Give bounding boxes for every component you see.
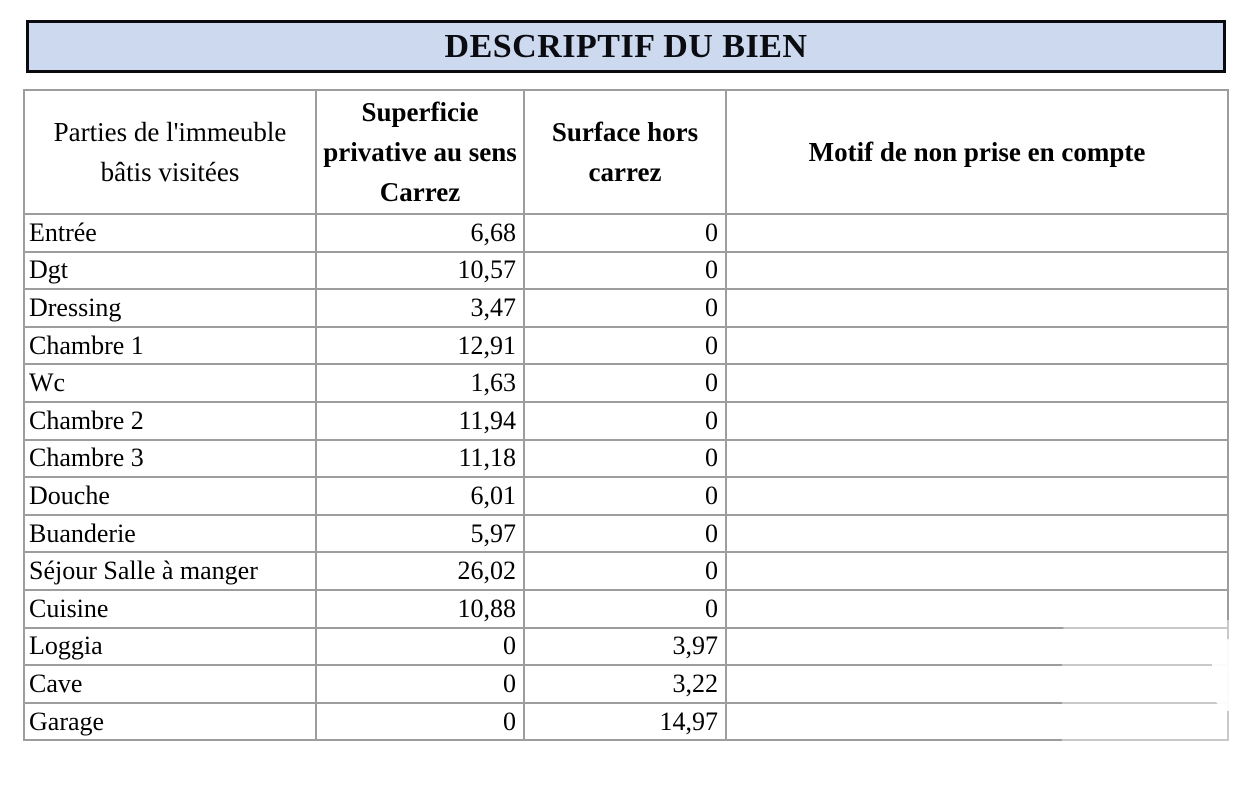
col-header-superficie-carrez: Superficie privative au sens Carrez (315, 89, 525, 215)
cell-partie: Chambre 3 (23, 438, 317, 479)
cell-motif (725, 626, 1229, 667)
table-row: Chambre 2 11,94 0 (23, 400, 1229, 441)
cell-surface-hors-carrez: 3,97 (523, 626, 727, 667)
cell-surface-hors-carrez: 0 (523, 588, 727, 629)
cell-surface-hors-carrez: 0 (523, 438, 727, 479)
cell-surface-hors-carrez: 0 (523, 363, 727, 403)
cell-superficie-carrez: 5,97 (315, 513, 525, 554)
cell-surface-hors-carrez: 0 (523, 325, 727, 366)
cell-partie: Wc (23, 363, 317, 403)
cell-superficie-carrez: 0 (315, 701, 525, 742)
table-row: Dgt 10,57 0 (23, 250, 1229, 291)
cell-motif (725, 513, 1229, 554)
cell-motif (725, 363, 1229, 403)
cell-motif (725, 250, 1229, 291)
col-header-motif: Motif de non prise en compte (725, 89, 1229, 215)
cell-superficie-carrez: 6,68 (315, 213, 525, 253)
cell-motif (725, 701, 1229, 742)
cell-partie: Buanderie (23, 513, 317, 554)
cell-partie: Cave (23, 664, 317, 704)
cell-motif (725, 588, 1229, 629)
cell-superficie-carrez: 3,47 (315, 288, 525, 328)
cell-superficie-carrez: 10,88 (315, 588, 525, 629)
cell-superficie-carrez: 11,18 (315, 438, 525, 479)
table-row: Buanderie 5,97 0 (23, 513, 1229, 554)
table-row: Séjour Salle à manger 26,02 0 (23, 551, 1229, 591)
cell-surface-hors-carrez: 0 (523, 551, 727, 591)
cell-surface-hors-carrez: 0 (523, 288, 727, 328)
cell-superficie-carrez: 0 (315, 626, 525, 667)
col-header-parties-visitees: Parties de l'immeuble bâtis visitées (23, 89, 317, 215)
cell-surface-hors-carrez: 14,97 (523, 701, 727, 742)
cell-partie: Douche (23, 476, 317, 516)
cell-motif (725, 551, 1229, 591)
document-title-banner: DESCRIPTIF DU BIEN (26, 20, 1226, 73)
cell-motif (725, 476, 1229, 516)
cell-superficie-carrez: 6,01 (315, 476, 525, 516)
cell-surface-hors-carrez: 0 (523, 250, 727, 291)
cell-partie: Cuisine (23, 588, 317, 629)
cell-motif (725, 213, 1229, 253)
cell-superficie-carrez: 11,94 (315, 400, 525, 441)
cell-surface-hors-carrez: 0 (523, 400, 727, 441)
table-row: Cuisine 10,88 0 (23, 588, 1229, 629)
cell-partie: Garage (23, 701, 317, 742)
table-row: Garage 0 14,97 (23, 701, 1229, 742)
cell-surface-hors-carrez: 0 (523, 213, 727, 253)
cell-partie: Dressing (23, 288, 317, 328)
table-row: Loggia 0 3,97 (23, 626, 1229, 667)
cell-motif (725, 325, 1229, 366)
table-header-row: Parties de l'immeuble bâtis visitées Sup… (23, 89, 1229, 215)
cell-surface-hors-carrez: 3,22 (523, 664, 727, 704)
col-header-surface-hors-carrez: Surface hors carrez (523, 89, 727, 215)
cell-motif (725, 664, 1229, 704)
cell-superficie-carrez: 0 (315, 664, 525, 704)
cell-motif (725, 400, 1229, 441)
table-row: Wc 1,63 0 (23, 363, 1229, 403)
cell-surface-hors-carrez: 0 (523, 513, 727, 554)
cell-partie: Séjour Salle à manger (23, 551, 317, 591)
document-title: DESCRIPTIF DU BIEN (444, 27, 808, 65)
cell-surface-hors-carrez: 0 (523, 476, 727, 516)
cell-motif (725, 288, 1229, 328)
cell-partie: Dgt (23, 250, 317, 291)
table-row: Entrée 6,68 0 (23, 213, 1229, 253)
cell-superficie-carrez: 26,02 (315, 551, 525, 591)
cell-motif (725, 438, 1229, 479)
cell-superficie-carrez: 10,57 (315, 250, 525, 291)
property-surfaces-table: Parties de l'immeuble bâtis visitées Sup… (23, 89, 1229, 742)
table-row: Chambre 1 12,91 0 (23, 325, 1229, 366)
table-row: Dressing 3,47 0 (23, 288, 1229, 328)
table-body: Entrée 6,68 0 Dgt 10,57 0 Dressing 3,47 0 Chambre… (23, 213, 1229, 742)
table-row: Chambre 3 11,18 0 (23, 438, 1229, 479)
cell-superficie-carrez: 12,91 (315, 325, 525, 366)
table-row: Douche 6,01 0 (23, 476, 1229, 516)
cell-superficie-carrez: 1,63 (315, 363, 525, 403)
cell-partie: Entrée (23, 213, 317, 253)
cell-partie: Chambre 1 (23, 325, 317, 366)
cell-partie: Chambre 2 (23, 400, 317, 441)
table-row: Cave 0 3,22 (23, 664, 1229, 704)
cell-partie: Loggia (23, 626, 317, 667)
